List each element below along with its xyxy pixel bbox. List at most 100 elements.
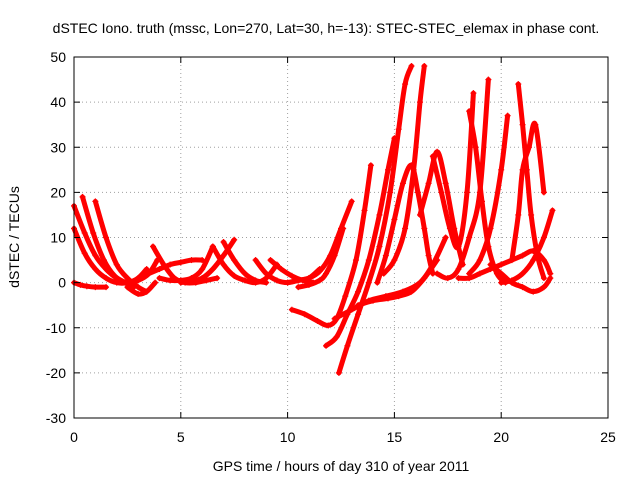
data-point — [417, 211, 424, 218]
data-point — [466, 275, 473, 282]
data-point — [498, 261, 505, 268]
data-point — [92, 284, 99, 291]
data-point — [220, 239, 227, 246]
data-point — [135, 275, 142, 282]
x-tick-label: 5 — [177, 429, 185, 445]
data-point — [515, 211, 522, 218]
chart-title: dSTEC Iono. truth (mssc, Lon=270, Lat=30… — [53, 20, 600, 36]
data-point — [145, 270, 152, 277]
data-point — [209, 266, 216, 273]
y-tick-label: -20 — [46, 365, 66, 381]
series-line — [124, 280, 158, 297]
data-point — [263, 270, 270, 277]
x-tick-label: 0 — [70, 429, 78, 445]
data-point — [333, 333, 340, 340]
data-point — [402, 225, 409, 232]
series-line — [336, 63, 414, 376]
data-point — [408, 63, 415, 70]
data-point — [485, 76, 492, 83]
data-point — [519, 284, 526, 291]
data-point — [515, 81, 522, 88]
data-point — [421, 63, 428, 70]
data-point — [384, 166, 391, 173]
data-point — [231, 272, 238, 279]
data-point — [323, 342, 330, 349]
data-point — [508, 279, 515, 286]
data-point — [143, 266, 150, 273]
data-point — [498, 279, 505, 286]
data-point — [417, 99, 424, 106]
data-point — [335, 369, 342, 376]
data-point — [466, 234, 473, 241]
data-point — [421, 225, 428, 232]
data-point — [288, 272, 295, 279]
data-point — [549, 207, 556, 214]
data-point — [209, 243, 216, 250]
data-point — [348, 306, 355, 313]
x-tick-label: 15 — [387, 429, 403, 445]
data-point — [342, 293, 349, 300]
data-point — [167, 261, 174, 268]
data-point — [540, 275, 547, 282]
data-point — [113, 261, 120, 268]
data-point — [352, 257, 359, 264]
series-line — [456, 248, 553, 281]
data-point — [508, 257, 515, 264]
data-point — [305, 281, 312, 288]
y-axis-title: dSTEC / TECUs — [6, 186, 22, 288]
data-point — [425, 252, 432, 259]
data-point — [295, 284, 302, 291]
data-point — [466, 108, 473, 115]
data-point — [295, 277, 302, 284]
x-tick-label: 20 — [493, 429, 509, 445]
y-tick-label: -10 — [46, 320, 66, 336]
data-point — [135, 290, 142, 297]
data-point — [438, 189, 445, 196]
series-line — [466, 108, 508, 286]
data-point — [399, 180, 406, 187]
data-point — [92, 266, 99, 273]
data-point — [124, 275, 131, 282]
data-point — [199, 275, 206, 282]
data-point — [81, 229, 88, 236]
x-tick-label: 25 — [600, 429, 616, 445]
data-point — [408, 288, 415, 295]
data-point — [103, 234, 110, 241]
data-point — [103, 284, 110, 291]
y-tick-label: 0 — [58, 275, 66, 291]
data-point — [434, 270, 441, 277]
data-point — [455, 266, 462, 273]
data-point — [540, 234, 547, 241]
data-point — [391, 257, 398, 264]
data-point — [519, 270, 526, 277]
data-point — [284, 279, 291, 286]
data-point — [323, 270, 330, 277]
y-tick-label: 40 — [50, 94, 66, 110]
data-point — [252, 257, 259, 264]
data-point — [305, 275, 312, 282]
data-point — [384, 295, 391, 302]
series-line — [498, 207, 555, 286]
data-point — [214, 275, 221, 282]
data-point — [504, 112, 511, 119]
data-point — [387, 189, 394, 196]
data-point — [355, 302, 362, 309]
data-point — [355, 311, 362, 318]
data-point — [340, 225, 347, 232]
data-point — [446, 225, 453, 232]
data-point — [365, 257, 372, 264]
data-point — [476, 257, 483, 264]
data-point — [122, 279, 129, 286]
data-point — [532, 121, 539, 128]
data-point — [528, 211, 535, 218]
data-point — [402, 81, 409, 88]
data-point — [355, 288, 362, 295]
data-point — [376, 211, 383, 218]
data-point — [278, 266, 285, 273]
data-point — [414, 189, 421, 196]
data-point — [530, 248, 537, 255]
data-point — [316, 277, 323, 284]
data-point — [344, 342, 351, 349]
data-point — [455, 275, 462, 282]
